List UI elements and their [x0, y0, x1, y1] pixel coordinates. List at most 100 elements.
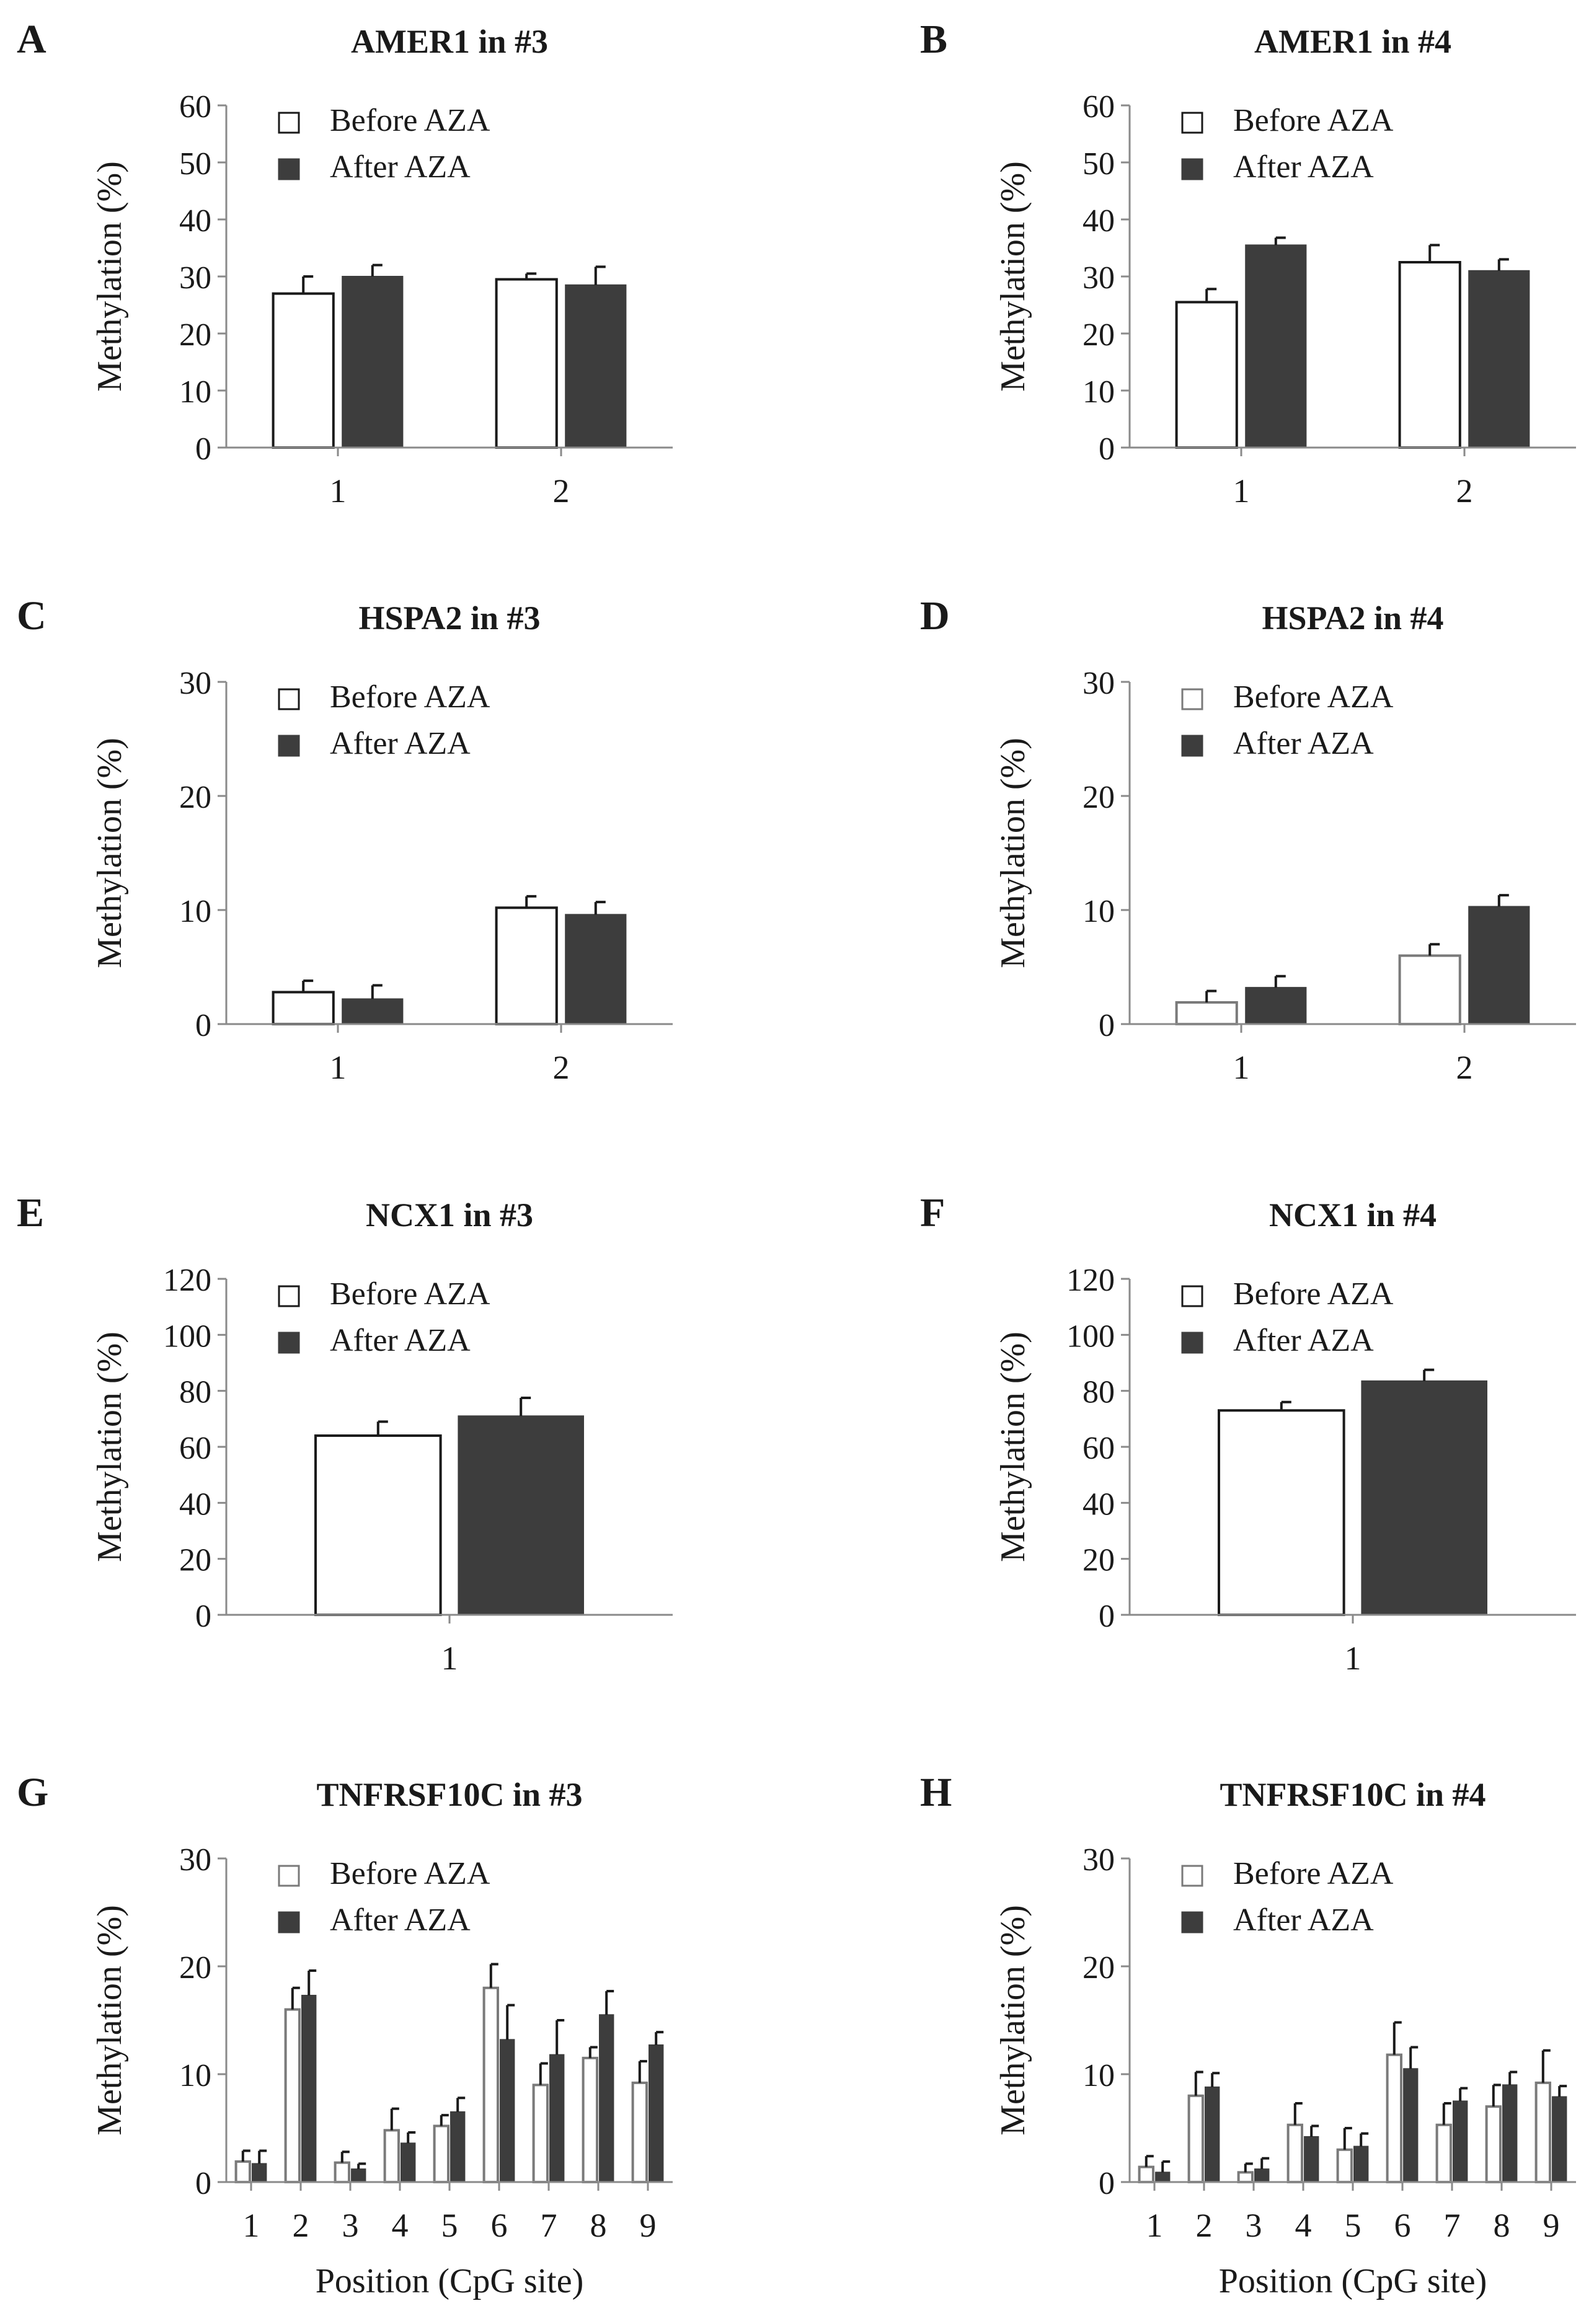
y-tick-label: 40 — [179, 1487, 211, 1522]
bar-before-6 — [1386, 2053, 1403, 2183]
x-tick-label: 2 — [1196, 2207, 1213, 2244]
x-tick-label: 1 — [243, 2207, 260, 2244]
bar-before-9 — [631, 2081, 648, 2183]
bar-after-2 — [1468, 906, 1530, 1025]
y-tick-label: 20 — [179, 317, 211, 353]
bar-before-2 — [284, 2008, 301, 2184]
bar-after-5 — [1353, 2145, 1369, 2183]
x-tick-label: 1 — [330, 1049, 347, 1086]
legend-label-after: After AZA — [330, 726, 471, 761]
bar-before-6 — [482, 1986, 499, 2184]
y-axis-label: Methylation (%) — [91, 1332, 129, 1562]
y-tick-label: 60 — [1083, 1431, 1115, 1466]
legend-label-after: After AZA — [1233, 149, 1374, 185]
legend-swatch-after — [278, 1332, 300, 1354]
x-tick-label: 5 — [1345, 2207, 1362, 2244]
legend-label-after: After AZA — [1233, 726, 1374, 761]
panel-f: F NCX1 in #4 Methylation (%) 0 20 40 60 80 100 12… — [920, 1190, 1576, 1677]
y-tick-label: 100 — [1066, 1319, 1115, 1354]
legend-swatch-after — [1181, 158, 1203, 180]
bar-after-6 — [1403, 2068, 1419, 2183]
bar-before-5 — [433, 2124, 449, 2184]
bar-after-3 — [1254, 2168, 1270, 2183]
y-axis-label: Methylation (%) — [994, 1905, 1032, 2136]
x-axis-label: Position (CpG site) — [1219, 2262, 1487, 2300]
bar-before-2 — [495, 906, 558, 1025]
x-tick-label: 2 — [553, 472, 570, 510]
bar-before-8 — [1485, 2105, 1502, 2183]
panel-letter: G — [17, 1770, 48, 1815]
bar-after-2 — [1468, 270, 1530, 448]
y-tick-label: 120 — [163, 1263, 211, 1298]
y-tick-label: 30 — [179, 666, 211, 701]
x-tick-label: 6 — [491, 2207, 508, 2244]
bar-after-4 — [401, 2142, 416, 2183]
bar-before-1 — [314, 1434, 442, 1617]
y-tick-label: 30 — [1083, 260, 1115, 296]
y-tick-label: 20 — [1083, 780, 1115, 815]
y-tick-label: 20 — [1083, 317, 1115, 353]
bar-after-4 — [1304, 2136, 1319, 2183]
panel-letter: B — [920, 17, 947, 62]
chart-title: TNFRSF10C in #4 — [1220, 1776, 1486, 1813]
bar-after-8 — [1502, 2084, 1518, 2183]
x-tick-label: 7 — [1444, 2207, 1461, 2244]
x-tick-label: 7 — [541, 2207, 557, 2244]
y-axis-label: Methylation (%) — [91, 738, 129, 968]
bar-after-7 — [1453, 2100, 1468, 2183]
panel-e: E NCX1 in #3 Methylation (%) 0 20 40 60 80 100 12… — [17, 1190, 673, 1677]
y-tick-label: 120 — [1066, 1263, 1115, 1298]
x-tick-label: 2 — [293, 2207, 309, 2244]
bar-after-1 — [1245, 244, 1307, 448]
y-axis-label: Methylation (%) — [91, 1905, 129, 2136]
bar-before-1 — [1175, 301, 1238, 449]
y-tick-label: 60 — [179, 89, 211, 125]
y-tick-label: 30 — [1083, 666, 1115, 701]
legend-swatch-before — [1181, 688, 1203, 710]
bar-before-1 — [234, 2160, 252, 2183]
y-tick-label: 0 — [195, 2166, 211, 2201]
y-tick-label: 10 — [179, 894, 211, 929]
bar-after-9 — [649, 2044, 664, 2183]
legend-label-before: Before AZA — [1233, 1856, 1394, 1891]
x-tick-label: 2 — [1456, 1049, 1473, 1086]
bar-before-2 — [1398, 261, 1461, 449]
bar-before-7 — [532, 2083, 549, 2183]
x-tick-label: 6 — [1394, 2207, 1411, 2244]
legend-label-after: After AZA — [330, 149, 471, 185]
legend-swatch-after — [1181, 1332, 1203, 1354]
bar-before-8 — [582, 2056, 598, 2183]
bar-before-4 — [383, 2129, 400, 2183]
x-tick-label: 2 — [553, 1049, 570, 1086]
bar-after-1 — [252, 2163, 267, 2183]
y-tick-label: 10 — [179, 2058, 211, 2093]
bar-after-3 — [351, 2168, 366, 2183]
y-tick-label: 20 — [179, 1950, 211, 1986]
y-axis-label: Methylation (%) — [994, 738, 1032, 968]
x-tick-label: 2 — [1456, 472, 1473, 510]
bar-after-1 — [458, 1415, 585, 1615]
panel-h: H TNFRSF10C in #4 Methylation (%) 0 10 20 30 1 2… — [920, 1770, 1576, 2300]
y-tick-label: 0 — [1099, 431, 1115, 467]
chart-title: AMER1 in #4 — [1254, 23, 1451, 60]
bar-before-9 — [1534, 2081, 1552, 2183]
bar-before-2 — [1398, 954, 1461, 1025]
chart-title: NCX1 in #4 — [1269, 1196, 1437, 1234]
y-tick-label: 40 — [179, 203, 211, 239]
legend-label-before: Before AZA — [330, 1856, 490, 1891]
y-tick-label: 20 — [179, 780, 211, 815]
y-tick-label: 30 — [179, 1842, 211, 1878]
bar-after-1 — [342, 276, 404, 448]
y-tick-label: 20 — [1083, 1950, 1115, 1986]
panel-letter: H — [920, 1770, 952, 1815]
bar-before-2 — [1187, 2094, 1204, 2184]
y-tick-label: 60 — [179, 1431, 211, 1466]
bar-after-2 — [565, 914, 627, 1025]
x-tick-label: 8 — [590, 2207, 607, 2244]
y-tick-label: 0 — [1099, 1008, 1115, 1043]
legend-label-before: Before AZA — [1233, 1276, 1394, 1312]
panel-g: G TNFRSF10C in #3 Methylation (%) 0 10 20 30 1 2… — [17, 1770, 673, 2300]
y-tick-label: 10 — [1083, 894, 1115, 929]
bar-before-7 — [1435, 2123, 1453, 2184]
panel-letter: F — [920, 1190, 945, 1235]
